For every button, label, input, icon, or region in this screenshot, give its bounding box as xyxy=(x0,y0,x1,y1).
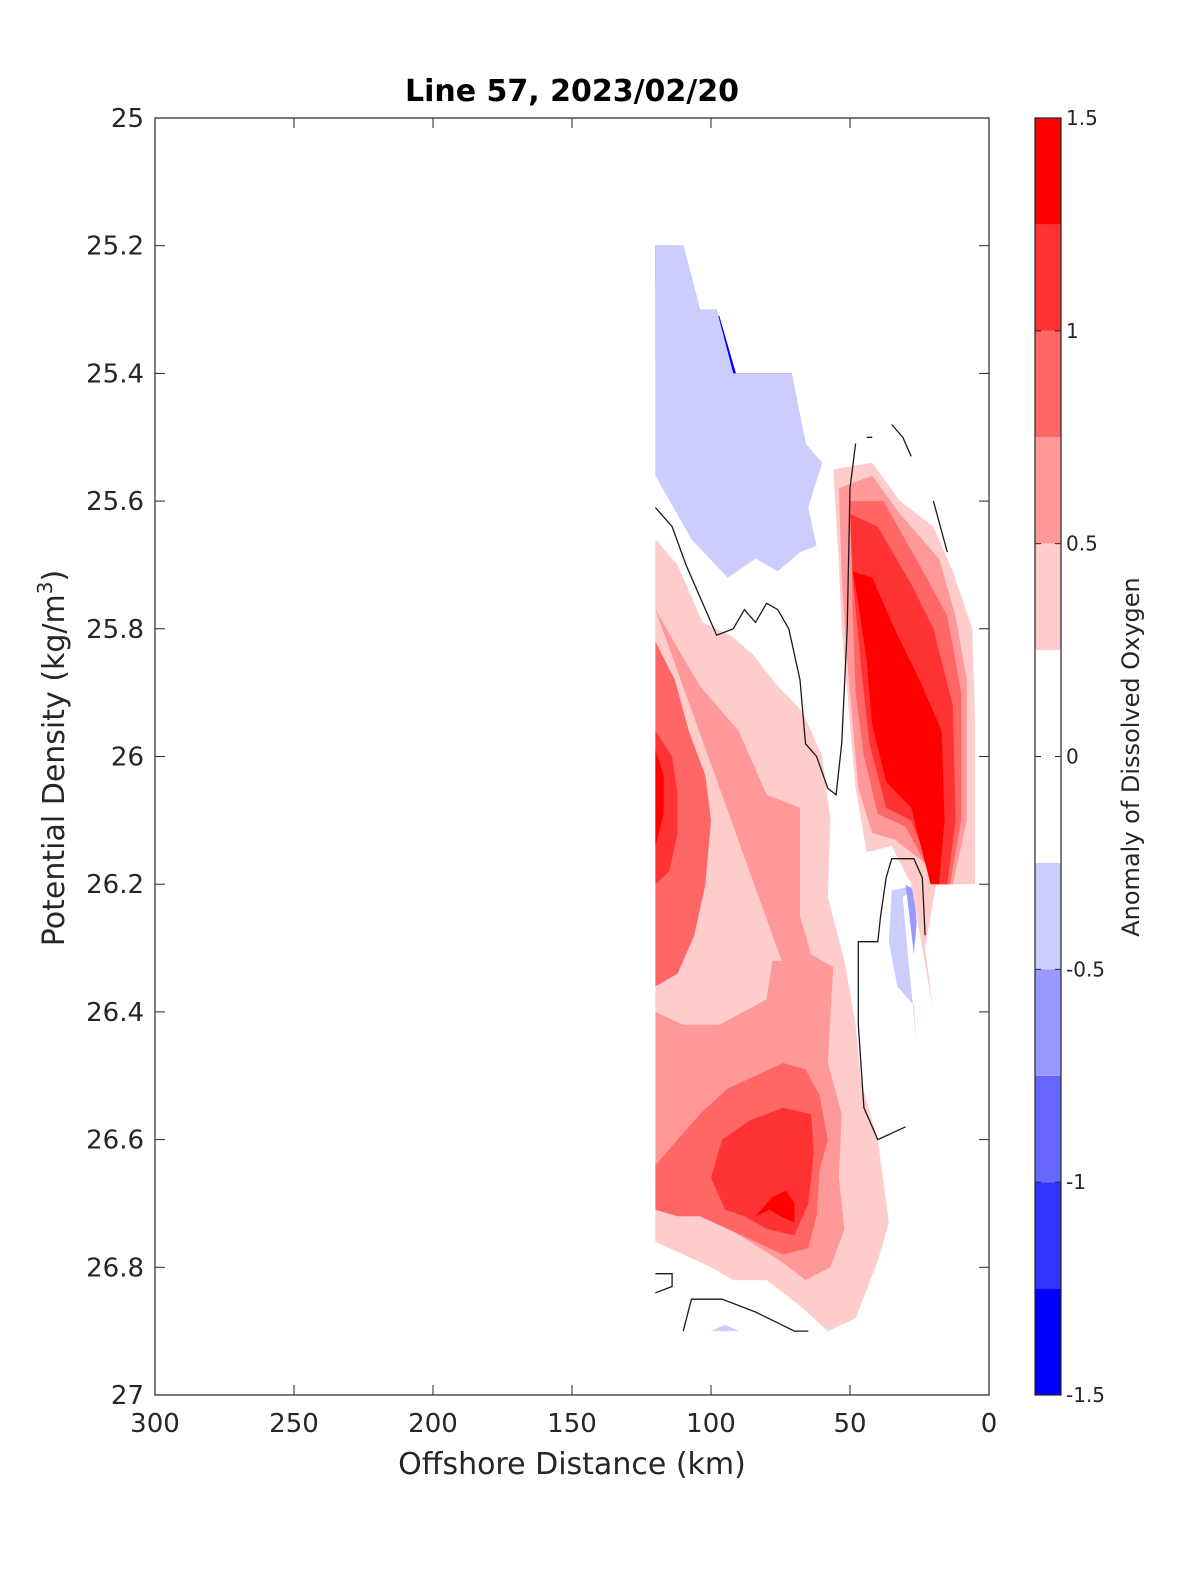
zero-contour-lines xyxy=(654,424,948,1332)
colorbar: 1.5 1 0.5 0 -0.5 -1 -1.5 Anomaly of Dissolved … xyxy=(1034,106,1145,1407)
y-tick-label: 26.6 xyxy=(86,1126,144,1156)
colorbar-swatch xyxy=(1035,437,1061,544)
x-tick-label: 50 xyxy=(833,1409,866,1439)
x-tick-label: 0 xyxy=(981,1409,998,1439)
y-tick-label: 25.4 xyxy=(86,359,144,389)
y-tick-label: 26.4 xyxy=(86,998,144,1028)
contour-region-4 xyxy=(655,245,823,578)
contour-region-15 xyxy=(755,1190,795,1223)
contour-region-6 xyxy=(905,884,917,955)
y-axis-label-main: Potential Density (kg/m xyxy=(37,594,72,946)
x-axis-label: Offshore Distance (km) xyxy=(398,1447,746,1482)
contour-region-5 xyxy=(888,884,923,1044)
zero-contour-3 xyxy=(932,500,948,553)
zero-contour-5 xyxy=(655,1273,673,1294)
colorbar-tick-label: 1 xyxy=(1066,319,1079,343)
colorbar-label: Anomaly of Dissolved Oxygen xyxy=(1117,577,1145,937)
y-tick-label: 26.2 xyxy=(86,870,144,900)
y-tick-label: 26.8 xyxy=(86,1253,144,1283)
contour-region-7 xyxy=(711,1324,739,1332)
x-tick-label: 150 xyxy=(547,1409,597,1439)
colorbar-tick-label: -1.5 xyxy=(1066,1383,1105,1407)
contour-fills xyxy=(655,245,976,1332)
colorbar-swatches xyxy=(1035,118,1061,1395)
y-tick-label: 25 xyxy=(111,104,144,134)
x-tick-label: 300 xyxy=(130,1409,180,1439)
colorbar-ticks: 1.5 1 0.5 0 -0.5 -1 -1.5 xyxy=(1035,106,1105,1407)
y-axis-label-close: ) xyxy=(37,570,72,582)
chart-title: Line 57, 2023/02/20 xyxy=(405,74,739,109)
y-axis-label: Potential Density (kg/m3) xyxy=(33,570,72,946)
colorbar-swatch xyxy=(1035,1182,1061,1289)
colorbar-tick-label: -1 xyxy=(1066,1170,1086,1194)
x-axis-ticks: 300 250 200 150 100 50 0 xyxy=(130,118,997,1439)
colorbar-tick-label: 0 xyxy=(1066,745,1079,769)
colorbar-swatch xyxy=(1035,330,1061,438)
colorbar-swatch xyxy=(1035,1075,1061,1183)
contour-region-10 xyxy=(655,641,711,987)
y-axis-label-superscript: 3 xyxy=(33,581,57,594)
zero-contour-0 xyxy=(654,443,857,797)
colorbar-swatch xyxy=(1035,543,1061,651)
y-axis-ticks: 25 25.2 25.4 25.6 25.8 26 26.2 26.4 26.6 26.8 27 xyxy=(86,104,989,1411)
zero-contour-2 xyxy=(891,424,912,457)
y-tick-label: 27 xyxy=(111,1381,144,1411)
contour-region-14 xyxy=(655,750,664,846)
y-tick-label: 26 xyxy=(111,743,144,773)
colorbar-swatch xyxy=(1035,969,1061,1076)
zero-contour-6 xyxy=(682,1298,809,1332)
colorbar-swatch xyxy=(1035,862,1061,970)
contour-region-20 xyxy=(852,571,945,885)
y-tick-label: 25.8 xyxy=(86,615,144,645)
x-tick-label: 100 xyxy=(686,1409,736,1439)
colorbar-swatch xyxy=(1035,224,1061,331)
y-tick-label: 25.2 xyxy=(86,232,144,262)
colorbar-tick-label: 1.5 xyxy=(1066,106,1098,130)
colorbar-swatch xyxy=(1035,1288,1061,1395)
plot-area: 300 250 200 150 100 50 0 2525.225.425.625.8262… xyxy=(86,104,997,1439)
y-tick-label: 25.6 xyxy=(86,487,144,517)
colorbar-tick-label: 0.5 xyxy=(1066,532,1098,556)
colorbar-swatch xyxy=(1035,118,1061,225)
x-tick-label: 250 xyxy=(269,1409,319,1439)
zero-contour-4 xyxy=(857,858,926,1141)
x-tick-label: 200 xyxy=(408,1409,458,1439)
colorbar-tick-label: -0.5 xyxy=(1066,957,1105,981)
